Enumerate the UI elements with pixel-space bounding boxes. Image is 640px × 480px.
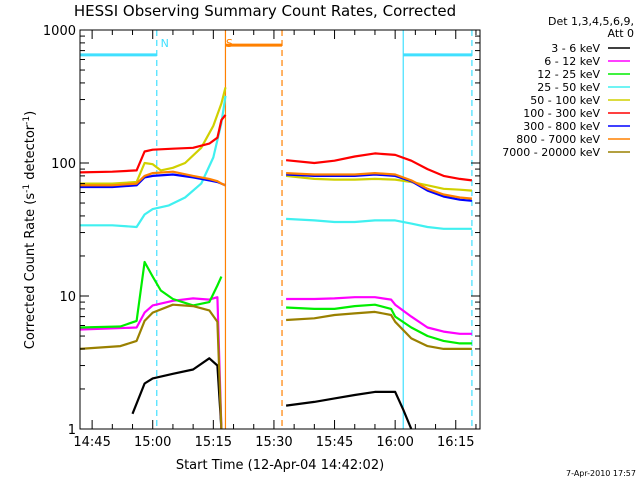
series-lines (79, 87, 473, 430)
x-tick-label: 15:00 (134, 435, 171, 450)
series-line (79, 114, 227, 174)
series-line (286, 173, 472, 202)
legend-label: 25 - 50 keV (537, 81, 600, 94)
legend-label: 50 - 100 keV (530, 94, 600, 107)
y-tick-label: 100 (51, 157, 76, 172)
y-axis-label-part: Corrected Count Rate (s (23, 193, 38, 350)
series-line (79, 260, 223, 329)
y-axis-label-part: detector (23, 124, 38, 184)
legend-title-line: Det 1,3,4,5,6,9, (548, 15, 634, 28)
legend-title-line: Att 0 (608, 27, 634, 40)
series-line (286, 217, 472, 230)
x-tick-label: 15:15 (195, 435, 232, 450)
legend-label: 100 - 300 keV (523, 107, 600, 120)
chart-title: HESSI Observing Summary Count Rates, Cor… (74, 2, 456, 20)
annotation-label: S (226, 37, 233, 50)
series-line (286, 296, 472, 335)
x-tick-label: 15:45 (316, 435, 353, 450)
y-tick-label: 10 (59, 290, 76, 305)
x-tick-label: 16:00 (376, 435, 413, 450)
series-line (285, 174, 472, 192)
legend-label: 300 - 800 keV (523, 120, 600, 133)
legend-label: 6 - 12 keV (544, 55, 600, 68)
series-line (285, 390, 413, 430)
series-line (80, 87, 227, 185)
y-tick-label: 1 (68, 423, 76, 438)
series-line (286, 310, 472, 350)
y-axis-label-sup: -1 (22, 116, 32, 125)
legend-label: 7000 - 20000 keV (502, 146, 600, 159)
series-line (79, 296, 223, 430)
y-axis-label: Corrected Count Rate (s-1 detector-1) (22, 111, 38, 349)
series-line (80, 170, 226, 187)
series-line (285, 152, 473, 182)
event-lines (156, 30, 473, 429)
series-line (286, 172, 472, 200)
legend-label: 12 - 25 keV (537, 68, 600, 81)
x-axis-label: Start Time (12-Apr-04 14:42:02) (176, 458, 384, 473)
y-tick-label: 1000 (43, 24, 76, 39)
series-line (80, 95, 227, 229)
series-line (286, 303, 472, 345)
legend-label: 3 - 6 keV (551, 42, 600, 55)
y-axis-label-part: ) (23, 111, 38, 116)
plot-frame (79, 29, 481, 430)
axis-ticks: 1 10 100 1000 14:45 15:00 15:15 15:30 15:45 16:00… (43, 24, 480, 450)
y-axis-label-sup: -1 (22, 184, 32, 193)
observing-bars (80, 43, 472, 57)
x-tick-label: 15:30 (255, 435, 292, 450)
annotation-label: N (161, 37, 169, 50)
timestamp: 7-Apr-2010 17:57 (566, 469, 636, 478)
series-line (79, 303, 223, 430)
series-line (131, 357, 223, 430)
x-tick-label: 14:45 (73, 435, 110, 450)
legend-label: 800 - 7000 keV (516, 133, 600, 146)
x-tick-label: 16:15 (437, 435, 474, 450)
